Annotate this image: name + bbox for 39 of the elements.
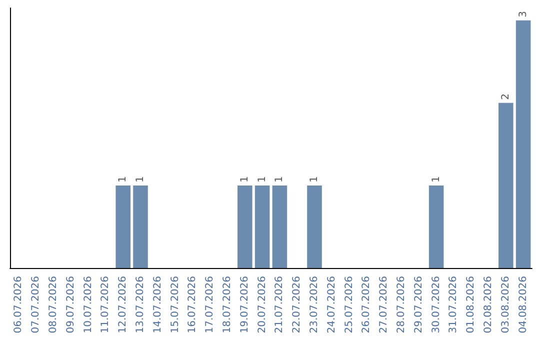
data-label: 3 [518, 11, 529, 18]
x-tick-label: 18.07.2026 [222, 276, 233, 334]
x-tick-label: 14.07.2026 [152, 276, 164, 334]
x-tick-label: 31.07.2026 [448, 276, 460, 334]
data-label: 1 [118, 176, 129, 182]
x-tick-label: 22.07.2026 [292, 276, 303, 334]
x-tick-label: 29.07.2026 [413, 276, 424, 334]
data-label: 2 [500, 94, 512, 100]
x-tick-label: 13.07.2026 [135, 276, 146, 334]
x-tick-label: 17.07.2026 [204, 276, 216, 334]
data-label: 1 [135, 176, 146, 182]
x-tick-label: 28.07.2026 [396, 276, 407, 334]
x-tick-label: 12.07.2026 [118, 276, 129, 334]
data-label: 1 [430, 176, 442, 182]
x-tick-label: 01.08.2026 [466, 276, 477, 334]
x-tick-label: 27.07.2026 [378, 276, 390, 334]
x-tick-label: 20.07.2026 [256, 276, 268, 334]
x-tick-label: 21.07.2026 [274, 276, 286, 334]
x-tick-label: 10.07.2026 [82, 276, 94, 334]
x-tick-label: 11.07.2026 [100, 276, 112, 334]
data-label: 1 [274, 176, 286, 182]
x-tick-label: 24.07.2026 [326, 276, 338, 334]
x-tick-label: 02.08.2026 [483, 276, 494, 334]
x-tick-label: 16.07.2026 [187, 276, 198, 334]
x-tick-label: 09.07.2026 [65, 276, 76, 334]
data-label: 1 [256, 176, 268, 182]
x-tick-label: 23.07.2026 [309, 276, 320, 334]
x-tick-label: 04.08.2026 [518, 276, 529, 334]
x-tick-label: 30.07.2026 [430, 276, 442, 334]
data-label: 1 [239, 176, 250, 182]
data-label: 1 [309, 176, 320, 182]
x-tick-label: 08.07.2026 [48, 276, 59, 334]
x-tick-label: 03.08.2026 [500, 276, 512, 334]
x-tick-label: 19.07.2026 [239, 276, 250, 334]
x-tick-label: 25.07.2026 [344, 276, 355, 334]
x-tick-label: 26.07.2026 [361, 276, 372, 334]
x-tick-label: 06.07.2026 [13, 276, 24, 334]
x-tick-label: 07.07.2026 [30, 276, 42, 334]
x-tick-label: 15.07.2026 [170, 276, 181, 334]
